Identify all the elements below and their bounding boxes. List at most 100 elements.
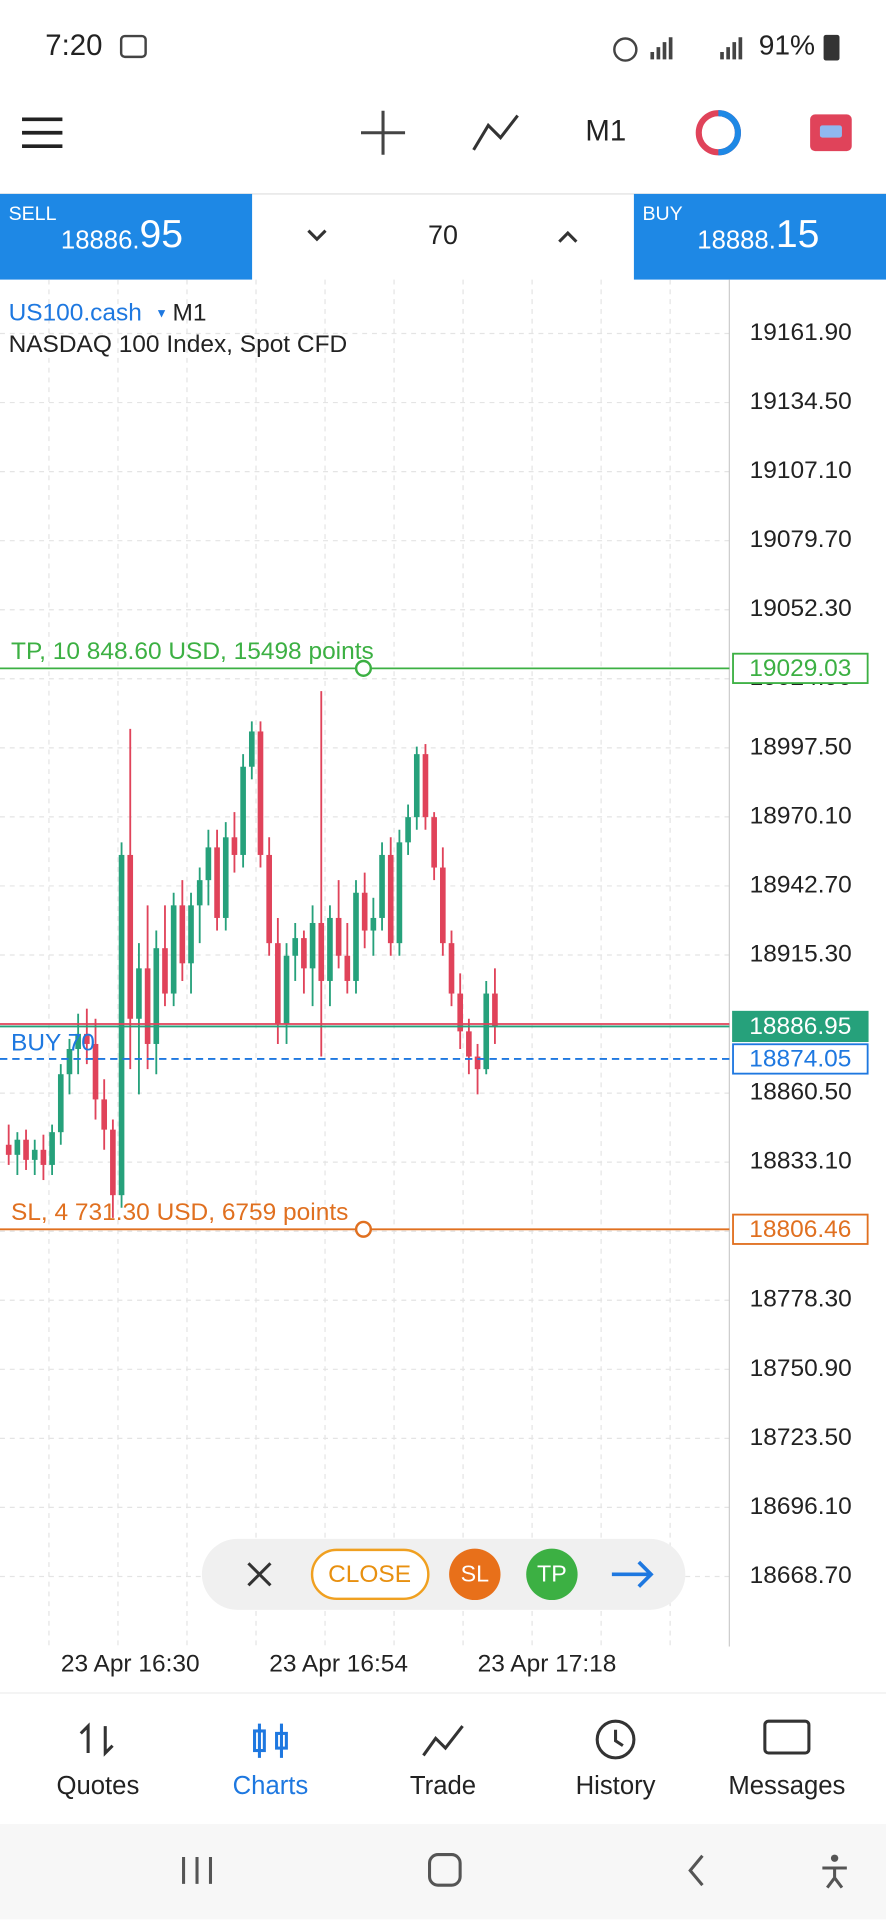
battery-icon <box>823 34 840 61</box>
candle-body <box>301 938 307 969</box>
price-tag <box>732 1213 869 1245</box>
y-tick-label: 19134.50 <box>750 388 852 415</box>
accessibility-button[interactable] <box>830 1854 839 1862</box>
order-lines: TP, 10 848.60 USD, 15498 points 19029.03 1… <box>0 638 869 1245</box>
y-tick-label: 18696.10 <box>750 1493 852 1520</box>
charts-icon-body <box>275 1731 288 1750</box>
trade-button-inner <box>819 125 842 138</box>
volume-up[interactable] <box>558 230 578 243</box>
hotspot-icon <box>613 37 638 62</box>
signal-icon <box>720 37 743 60</box>
order-handle[interactable] <box>354 659 373 677</box>
price-tag-label: 18806.46 <box>749 1216 851 1243</box>
quotes-icon[interactable] <box>79 1722 114 1757</box>
cancel-button[interactable] <box>247 1562 272 1587</box>
candle-body <box>309 922 316 969</box>
candle-body <box>248 731 255 767</box>
buy-button[interactable] <box>633 193 886 280</box>
history-icon-hands <box>614 1729 624 1747</box>
y-tick-label: 19161.90 <box>750 319 852 346</box>
price-tag <box>732 1043 869 1075</box>
order-handle[interactable] <box>354 1220 373 1238</box>
y-tick-label: 18833.10 <box>750 1148 852 1175</box>
candle-body <box>127 854 134 1019</box>
buy-price-pips: 15 <box>776 213 820 256</box>
y-tick-label: 18942.70 <box>750 871 852 898</box>
candle-body <box>40 1149 47 1165</box>
tp-button-label: TP <box>537 1561 567 1587</box>
screenshot-icon <box>119 34 147 59</box>
order-label: BUY 70 <box>11 1030 95 1057</box>
candle-body <box>353 892 359 981</box>
candle-body <box>31 1149 38 1160</box>
volume[interactable]: 70 <box>428 220 458 250</box>
candle-body <box>283 955 290 1024</box>
nav-label[interactable]: Quotes <box>56 1772 139 1800</box>
candle-body <box>257 731 264 855</box>
candle-body <box>240 766 246 855</box>
x-tick-label: 23 Apr 16:54 <box>269 1650 408 1677</box>
candle-body <box>344 955 351 981</box>
close-button[interactable] <box>310 1548 430 1601</box>
symbol[interactable]: US100.cash <box>9 299 142 326</box>
timeframe-button[interactable]: M1 <box>585 115 626 148</box>
y-tick-label: 19052.30 <box>750 595 852 622</box>
candle-body <box>118 854 125 1196</box>
candle-body <box>275 943 281 1024</box>
y-tick-label: 19079.70 <box>750 526 852 553</box>
candle-body <box>49 1132 55 1165</box>
y-tick-label: 18997.50 <box>750 733 852 760</box>
candle-body <box>318 922 325 981</box>
candle-body <box>492 993 498 1027</box>
candle-body <box>214 847 220 918</box>
candle-body <box>266 854 272 944</box>
candle-body <box>136 968 142 1019</box>
candle-body <box>370 917 377 931</box>
recent-apps[interactable] <box>182 1857 213 1884</box>
candle-body <box>396 842 403 944</box>
charts-icon[interactable] <box>257 1723 283 1758</box>
candle-body <box>466 1031 472 1057</box>
order-label: TP, 10 848.60 USD, 15498 points <box>11 638 374 665</box>
y-tick-label: 19107.10 <box>750 457 852 484</box>
indicators-button[interactable] <box>472 114 519 151</box>
candle-body <box>231 837 238 855</box>
y-tick-label: 18860.50 <box>750 1079 852 1106</box>
battery-text: 91% <box>759 30 815 61</box>
candle-body <box>205 847 212 881</box>
objects-button-arc <box>718 110 741 156</box>
candle-body <box>57 1074 64 1133</box>
nav-label[interactable]: Trade <box>410 1772 476 1800</box>
sl-button[interactable] <box>449 1548 501 1601</box>
nav-label-active[interactable]: Charts <box>233 1772 309 1800</box>
history-icon[interactable] <box>595 1719 636 1760</box>
candle-body <box>188 905 194 964</box>
candle-body <box>222 837 229 918</box>
symbol-dropdown[interactable] <box>157 310 166 318</box>
sell-price: 18886. <box>61 226 140 254</box>
x-tick-label: 23 Apr 17:18 <box>478 1650 617 1677</box>
close-button-label: CLOSE <box>328 1561 411 1588</box>
crosshair-button[interactable] <box>361 110 406 155</box>
candle-body <box>335 917 342 956</box>
nav-label[interactable]: Messages <box>728 1772 845 1800</box>
trade-icon[interactable] <box>422 1725 464 1757</box>
messages-icon[interactable] <box>763 1719 811 1755</box>
candle-body <box>292 938 299 956</box>
sell-button[interactable] <box>0 193 253 280</box>
back-button[interactable] <box>688 1854 704 1887</box>
tp-button[interactable] <box>526 1548 578 1601</box>
volume-down[interactable] <box>307 229 327 242</box>
candle-body <box>92 1043 99 1100</box>
buy-price: 18888. <box>697 226 776 254</box>
price-tag-label: 18886.95 <box>749 1013 851 1040</box>
home-button[interactable] <box>428 1853 462 1887</box>
sl-button-label: SL <box>461 1561 490 1587</box>
candle-body <box>23 1139 29 1160</box>
candle-body <box>448 943 455 994</box>
next-button[interactable] <box>611 1560 654 1588</box>
candle-body <box>327 917 333 981</box>
menu-button[interactable] <box>22 117 63 149</box>
nav-label[interactable]: History <box>576 1772 656 1800</box>
axes: 19161.90 19134.50 19107.10 19079.70 19052.30… <box>61 319 852 1677</box>
